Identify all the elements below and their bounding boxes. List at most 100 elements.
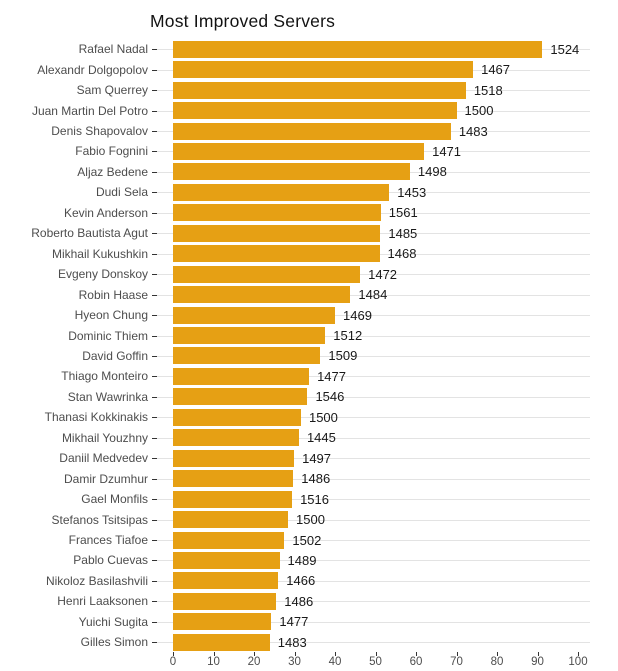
bar xyxy=(173,327,326,345)
y-tick-mark xyxy=(152,458,157,460)
x-tick-label: 90 xyxy=(531,656,544,668)
y-axis-label: Dudi Sela xyxy=(95,185,148,200)
y-tick-mark xyxy=(152,69,157,71)
y-axis-label: Pablo Cuevas xyxy=(73,553,148,568)
y-axis-label: Mikhail Kukushkin xyxy=(51,246,148,261)
y-tick-mark xyxy=(152,437,157,439)
bar xyxy=(173,572,279,590)
bar xyxy=(173,347,321,365)
gridline-major xyxy=(157,642,590,644)
bar-row: Fabio Fognini 1471 xyxy=(0,141,618,161)
x-tick-mark xyxy=(578,652,579,656)
bar-value-label: 1500 xyxy=(464,103,494,119)
x-tick-label: 70 xyxy=(450,656,463,668)
x-tick-label: 60 xyxy=(409,656,423,668)
chart-title: Most Improved Servers xyxy=(150,11,336,31)
bar xyxy=(173,245,380,263)
bar-row: Kevin Anderson 1561 xyxy=(0,203,618,223)
y-axis-label: Stan Wawrinka xyxy=(67,389,148,404)
bar-value-label: 1472 xyxy=(368,266,398,282)
gridline-major xyxy=(157,396,590,398)
bar-value-label: 1466 xyxy=(286,573,316,589)
bar-row: Dudi Sela 1453 xyxy=(0,182,618,202)
x-tick-label: 50 xyxy=(369,656,382,668)
y-tick-mark xyxy=(152,49,157,51)
y-axis-label: Aljaz Bedene xyxy=(77,164,148,179)
bar-value-label: 1483 xyxy=(458,123,488,139)
y-axis-label: Damir Dzumhur xyxy=(63,471,148,486)
bar xyxy=(173,40,543,58)
bar xyxy=(173,102,457,120)
y-axis-label: Alexandr Dolgopolov xyxy=(37,62,148,77)
bar xyxy=(173,224,381,242)
bar-value-label: 1477 xyxy=(317,368,346,384)
gridline-major xyxy=(157,560,590,562)
y-axis-label: Nikoloz Basilashvili xyxy=(45,573,148,588)
gridline-major xyxy=(157,417,590,419)
bar-value-label: 1468 xyxy=(387,246,417,262)
y-axis-label: Henri Laaksonen xyxy=(57,594,148,609)
bar-row: Juan Martin Del Potro 1500 xyxy=(0,100,618,120)
bar-value-label: 1445 xyxy=(306,430,336,446)
bar-value-label: 1500 xyxy=(296,512,325,528)
bar xyxy=(173,490,293,508)
y-tick-mark xyxy=(152,540,157,542)
x-tick-mark xyxy=(213,652,215,656)
bar-row: Roberto Bautista Agut 1485 xyxy=(0,223,618,243)
bar-row: Pablo Cuevas 1489 xyxy=(0,550,618,570)
y-axis-label: Juan Martin Del Potro xyxy=(31,103,148,118)
bar-row: Evgeny Donskoy 1472 xyxy=(0,264,618,284)
bar-row: Stefanos Tsitsipas 1500 xyxy=(0,509,618,529)
x-tick-mark xyxy=(254,652,255,656)
x-tick-label: 0 xyxy=(169,656,177,668)
y-tick-mark xyxy=(152,519,157,521)
y-tick-mark xyxy=(152,560,157,562)
y-tick-mark xyxy=(152,499,157,501)
bar-row: Thanasi Kokkinakis 1500 xyxy=(0,407,618,427)
bar xyxy=(173,449,295,467)
bar-row: Denis Shapovalov 1483 xyxy=(0,121,618,141)
x-tick-mark xyxy=(537,652,539,656)
x-tick-mark xyxy=(173,652,174,656)
x-tick-mark xyxy=(416,652,417,656)
y-axis-label: Rafael Nadal xyxy=(78,42,148,57)
bar xyxy=(173,61,474,79)
bar-row: Frances Tiafoe 1502 xyxy=(0,530,618,550)
y-tick-mark xyxy=(152,192,157,194)
bar-row: Mikhail Youzhny 1445 xyxy=(0,428,618,448)
y-tick-mark xyxy=(152,417,157,419)
bar-value-label: 1497 xyxy=(302,450,332,466)
y-axis-label: Hyeon Chung xyxy=(74,308,148,323)
y-axis-label: Thiago Monteiro xyxy=(61,369,148,384)
gridline-major xyxy=(157,540,590,542)
bar-row: Stan Wawrinka 1546 xyxy=(0,387,618,407)
y-axis-label: Fabio Fognini xyxy=(75,144,148,159)
y-tick-mark xyxy=(152,621,157,623)
y-tick-mark xyxy=(152,355,157,357)
bar xyxy=(173,633,270,651)
gridline-major xyxy=(157,274,590,276)
x-tick-label: 30 xyxy=(288,656,301,668)
y-tick-mark xyxy=(152,335,157,337)
bar-value-label: 1486 xyxy=(301,471,331,487)
bar xyxy=(173,306,335,324)
y-tick-mark xyxy=(152,580,157,582)
bar-value-label: 1509 xyxy=(328,348,358,364)
bar-row: Nikoloz Basilashvili 1466 xyxy=(0,571,618,591)
gridline-major xyxy=(157,499,590,501)
bar xyxy=(173,551,280,569)
bar-value-label: 1498 xyxy=(417,164,447,180)
bar-value-label: 1500 xyxy=(308,409,338,425)
y-axis-label: Sam Querrey xyxy=(76,83,148,98)
bar-row: Damir Dzumhur 1486 xyxy=(0,468,618,488)
bar-value-label: 1546 xyxy=(315,389,345,405)
bar-value-label: 1489 xyxy=(287,552,317,568)
bar xyxy=(173,388,308,406)
gridline-major xyxy=(157,437,590,439)
bar xyxy=(173,408,301,426)
gridline-major xyxy=(157,335,590,337)
bar-row: Mikhail Kukushkin 1468 xyxy=(0,244,618,264)
bar-value-label: 1453 xyxy=(397,184,427,200)
bar-value-label: 1483 xyxy=(277,634,307,650)
